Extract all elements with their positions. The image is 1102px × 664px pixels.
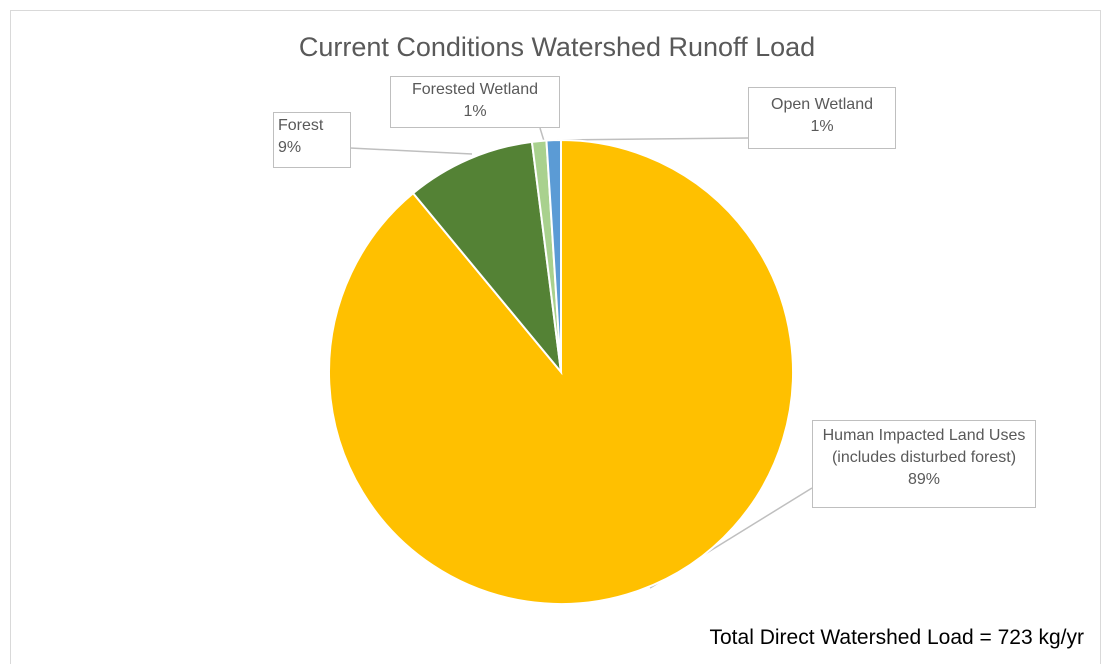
leader-line xyxy=(539,127,545,142)
pie-slice xyxy=(545,138,562,373)
category-label: Forest xyxy=(278,117,324,134)
value-label: 9% xyxy=(278,139,302,156)
value-label: 1% xyxy=(810,118,834,135)
value-label: 89% xyxy=(907,471,941,488)
data-label: Forested Wetland 1% xyxy=(390,76,560,128)
value-label: 1% xyxy=(463,103,487,120)
annotation: Total Direct Watershed Load = 723 kg/yr xyxy=(709,626,1085,649)
category-label: Open Wetland xyxy=(771,96,873,113)
chart-title: Current Conditions Watershed Runoff Load xyxy=(298,32,816,62)
leader-line xyxy=(556,137,749,141)
leader-line xyxy=(349,147,473,155)
data-label: Forest 9% xyxy=(273,112,351,168)
chart-border xyxy=(10,10,1101,664)
data-label: Open Wetland 1% xyxy=(748,87,896,149)
category-label: Forested Wetland xyxy=(412,81,538,98)
data-label: Human Impacted Land Uses (includes distu… xyxy=(812,420,1036,508)
pie-slice xyxy=(411,140,563,376)
slices xyxy=(328,138,794,605)
category-label: Human Impacted Land Uses (includes distu… xyxy=(822,427,1026,466)
